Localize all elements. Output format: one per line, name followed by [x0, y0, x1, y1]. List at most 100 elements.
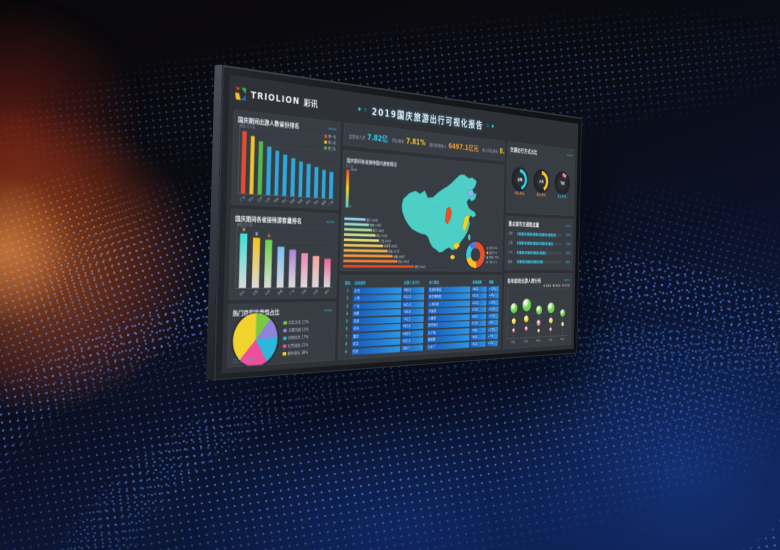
table-cell: 4 — [345, 311, 349, 316]
bar-slot — [257, 128, 265, 195]
legend-label: 第二名 — [328, 140, 336, 146]
stat-label: 出游总人次 — [348, 133, 366, 141]
bar — [251, 237, 260, 288]
flow-row: 广州 65% — [508, 249, 570, 256]
background-orange-core-glow — [0, 150, 100, 350]
bar — [300, 252, 308, 288]
bar — [282, 154, 288, 197]
donut-legend: 自驾 48% 高铁 22% 自由行 18% 飞机 12% — [486, 246, 499, 264]
bar-plot: ♛ ♛ ♛ — [235, 225, 335, 289]
legend-item: 自然风光 17% — [282, 335, 309, 342]
bar-category-label: 江苏 — [256, 196, 264, 204]
legend-swatch — [324, 134, 328, 138]
gauge: 火车 42.9% — [534, 170, 549, 198]
table-header-row: 排名 出发城市 出游人次(万) — [344, 280, 425, 287]
bar-category-label: 四川 — [248, 195, 255, 203]
bar-slot — [311, 228, 322, 288]
table-cell: 788.6 — [402, 308, 424, 316]
panel-reception-rank: 国庆期间各省接待游客量排名 ≈≈≈ 单位:万人次 ♛ ♛ ♛ 四川 江西 山西 安徽 广东 河南… — [228, 209, 339, 300]
bar — [312, 256, 320, 288]
legend-label: 家庭游 — [545, 284, 552, 288]
bubble — [536, 319, 541, 326]
bubble — [510, 303, 518, 314]
table-cell: 845.3 — [402, 301, 424, 308]
legend-swatch — [543, 284, 545, 287]
gauge-ring: 火车 — [534, 170, 549, 192]
gauge-label: 飞机 — [557, 175, 567, 191]
table-cell: 西湖风景区 — [427, 286, 471, 293]
panel-province-rank: 国庆期间出游人数省份排名 ≈≈≈ 单位:万人次 第一名 第二名 第三名 广东 四川 江苏… — [231, 109, 341, 210]
table-cell: 602.3 — [401, 337, 424, 345]
map-heat-legend — [345, 169, 350, 208]
pie-chart-wrap: 历史文化 11% 主题乐园 13% 自然风光 17% 红色旅游 21% 都市观光 38% — [232, 312, 332, 368]
hbar-label: 西安 317万 — [388, 250, 400, 254]
dashboard-body: 国庆期间出游人数省份排名 ≈≈≈ 单位:万人次 第一名 第二名 第三名 广东 四川 江苏… — [226, 109, 575, 368]
table-cell: 6 — [345, 326, 348, 332]
legend-label: 都市观光 38% — [287, 350, 309, 356]
table-departure-cities: 排名 出发城市 出游人次(万) 1 北京 986.2 2 上海 912.5 3 广州 845.3 4 成都… — [342, 280, 425, 355]
donut-chart-transport — [465, 241, 485, 269]
header-spacer — [508, 128, 575, 137]
legend-label: 飞机 12% — [488, 261, 497, 265]
trophy-icon: ♛ — [254, 231, 259, 238]
table-cell: 成都 — [352, 309, 402, 317]
hbar-label: 黄山 224万 — [376, 234, 388, 238]
legend-label: 自驾 48% — [489, 247, 498, 251]
legend-item: 主题乐园 13% — [283, 327, 309, 334]
table-cell: 7642 — [470, 333, 486, 341]
bar — [274, 150, 280, 196]
table-row: 西湖风景区 9862 +12% — [427, 286, 499, 293]
flow-track — [516, 260, 562, 264]
bar-slot: ♛ — [263, 226, 275, 288]
panel-title: 各年龄段出游人群分布 — [507, 277, 542, 284]
bar — [290, 157, 296, 197]
bar-category-label: 浙江 — [281, 197, 288, 205]
bubble — [549, 327, 552, 332]
stat-label: 收入同比增长 — [482, 147, 498, 154]
right-column: 交通出行方式占比 ≈≈≈ 自驾 45.6% 火车 42.9% 飞机 11.5% 重点城市交… — [502, 141, 575, 350]
pie-legend: 历史文化 11% 主题乐园 13% 自然风光 17% 红色旅游 21% 都市观光 38% — [282, 319, 309, 356]
bar-category-label: 湖北 — [305, 198, 312, 206]
bubble — [522, 298, 532, 312]
bar-category-label: 四川 — [239, 289, 246, 297]
bar-slot — [287, 227, 298, 288]
table-cell: 9862 — [471, 286, 487, 293]
brand-logo: TRIOLION 彩讯 — [234, 86, 341, 114]
bar — [249, 135, 255, 195]
gauge: 飞机 11.5% — [555, 172, 569, 199]
bar-plot — [237, 126, 337, 200]
bubble — [560, 321, 564, 327]
gauge-ring: 自驾 — [512, 168, 528, 191]
table-cell: +8% — [486, 319, 499, 326]
table-header-cell: 排名 — [344, 281, 351, 286]
bar-slot — [281, 131, 288, 197]
stat-value: 7.81% — [406, 136, 426, 148]
flow-label: 北京 — [508, 231, 513, 236]
bar — [276, 246, 285, 288]
flow-row: 上海 79% — [508, 240, 570, 248]
flow-bar — [516, 260, 544, 264]
legend-swatch — [324, 146, 327, 150]
table-cell: 648.9 — [401, 330, 424, 338]
bubble — [512, 328, 516, 333]
panel-transport-gauges: 交通出行方式占比 ≈≈≈ 自驾 45.6% 火车 42.9% 飞机 11.5% — [505, 141, 575, 217]
wave-decoration-icon: ≈≈≈ — [323, 307, 333, 314]
hbar-row: 重庆 520万 — [343, 264, 439, 269]
hbar-label: 桂林 176万 — [369, 223, 382, 228]
legend-label: 第三名 — [327, 146, 336, 152]
table-cell: +21% — [487, 306, 499, 313]
hbar — [343, 254, 393, 258]
bar — [313, 167, 319, 198]
table-cell: 9 — [345, 349, 348, 355]
bar-slot: ♛ — [237, 225, 249, 289]
table-header-cell: 出发城市 — [354, 281, 366, 286]
legend-label: 高铁 22% — [488, 251, 498, 255]
bar — [323, 258, 331, 288]
legend-swatch — [283, 328, 287, 333]
legend-swatch — [552, 284, 555, 287]
legend-swatch — [324, 140, 327, 144]
legend-swatch — [282, 352, 287, 356]
taiwan-island — [467, 234, 471, 241]
stat-label: 国内旅游收入 — [429, 142, 447, 149]
bar-category-label: 江西 — [251, 289, 259, 297]
